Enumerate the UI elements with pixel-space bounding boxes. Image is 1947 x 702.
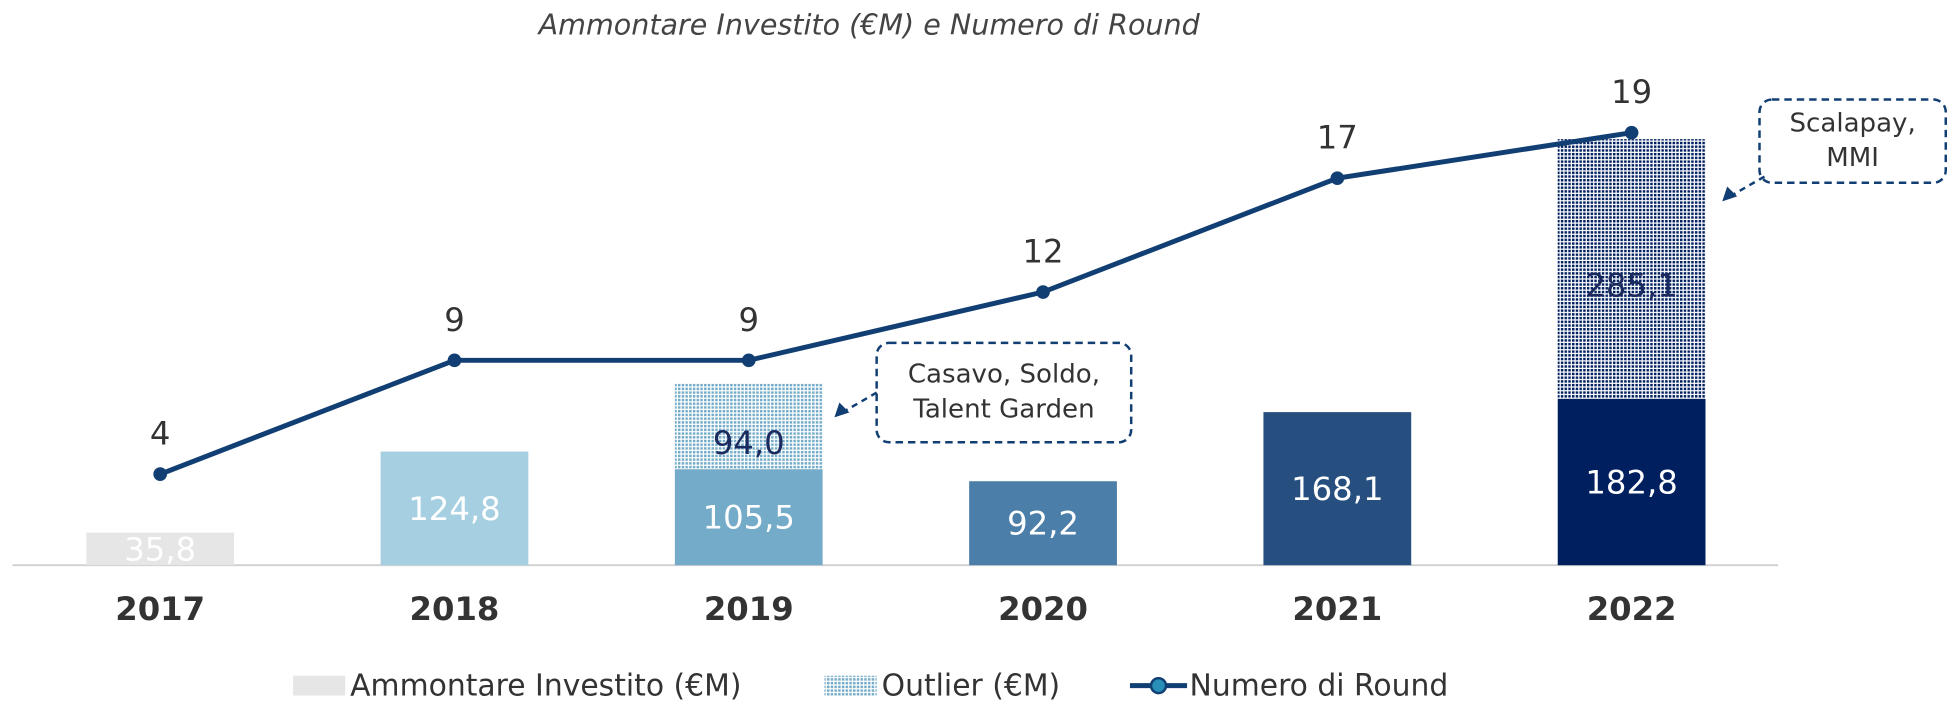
line-point xyxy=(447,353,462,368)
bar xyxy=(1263,412,1412,566)
x-tick-label: 2017 xyxy=(115,590,205,628)
line-label: 19 xyxy=(1611,73,1652,111)
outlier-bar xyxy=(1557,139,1706,399)
outlier-bar xyxy=(674,383,823,470)
x-tick-label: 2021 xyxy=(1292,590,1382,628)
callout-text: Talent Garden xyxy=(912,394,1094,424)
legend-label: Outlier (€M) xyxy=(882,668,1061,702)
bar-label: 124,8 xyxy=(408,490,500,528)
line-label: 9 xyxy=(444,301,465,339)
bar xyxy=(674,469,823,566)
x-tick-label: 2018 xyxy=(410,590,500,628)
legend-label: Ammontare Investito (€M) xyxy=(350,668,741,702)
bar xyxy=(969,481,1117,566)
bar-label: 168,1 xyxy=(1291,470,1383,508)
x-tick-label: 2020 xyxy=(998,590,1088,628)
line-point xyxy=(153,467,168,481)
line-label: 4 xyxy=(150,415,171,453)
line-point xyxy=(1624,125,1639,140)
callout-box xyxy=(875,341,1133,444)
line-point xyxy=(741,353,756,368)
legend-label: Numero di Round xyxy=(1190,668,1449,702)
callout-arrowhead xyxy=(1722,186,1738,202)
line-point xyxy=(1036,285,1050,299)
callout-arrow xyxy=(843,391,878,413)
bar-label: 35,8 xyxy=(124,530,196,568)
line-label: 17 xyxy=(1317,119,1358,157)
legend-swatch xyxy=(824,675,877,696)
bar xyxy=(380,451,529,566)
x-tick-label: 2022 xyxy=(1587,590,1677,628)
x-tick-label: 2019 xyxy=(704,590,794,628)
line xyxy=(159,130,1632,477)
callout-text: Scalapay, xyxy=(1789,108,1915,138)
callout-text: Casavo, Soldo, xyxy=(908,360,1100,390)
line-label: 12 xyxy=(1023,233,1064,271)
outlier-label: 94,0 xyxy=(713,424,785,462)
callout-text: MMI xyxy=(1826,143,1879,173)
outlier-label: 285,1 xyxy=(1585,267,1677,305)
line-point xyxy=(1330,171,1345,186)
callout-arrow xyxy=(1731,175,1766,197)
line-label: 9 xyxy=(738,301,759,339)
callout-box xyxy=(1758,98,1947,184)
bar xyxy=(1557,398,1706,566)
bar-label: 182,8 xyxy=(1585,463,1677,501)
bar xyxy=(86,532,235,566)
bar-label: 105,5 xyxy=(703,499,795,537)
bar-label: 92,2 xyxy=(1007,505,1079,543)
legend-marker xyxy=(1149,676,1168,695)
chart-title: Ammontare Investito (€M) e Numero di Rou… xyxy=(537,7,1201,41)
legend-swatch xyxy=(293,675,346,696)
